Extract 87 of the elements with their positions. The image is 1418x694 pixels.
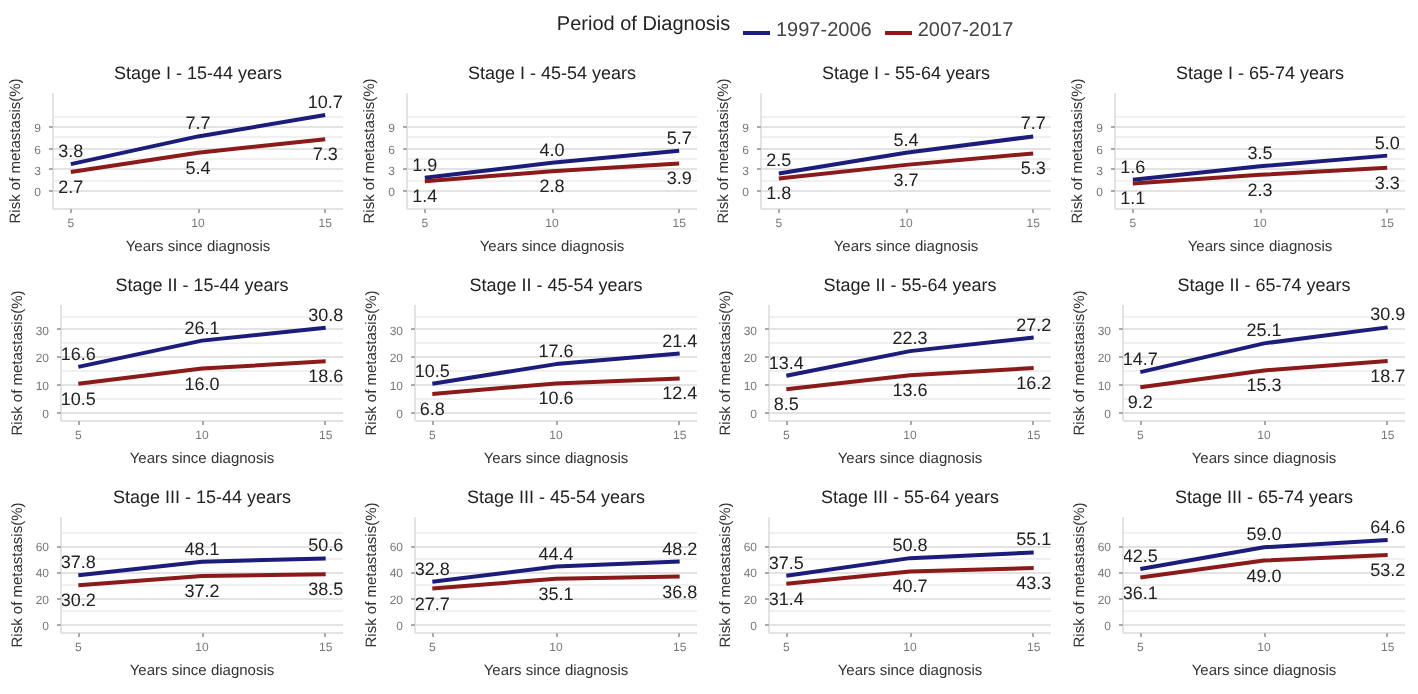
data-label: 53.2 xyxy=(1370,559,1406,580)
data-label: 13.4 xyxy=(768,352,804,373)
data-label: 22.3 xyxy=(892,328,928,349)
legend-label: 2007-2017 xyxy=(917,20,1014,42)
chart-title: Stage II - 65-74 years xyxy=(1177,275,1352,295)
chart-title: Stage I - 55-64 years xyxy=(821,63,992,83)
data-label: 21.4 xyxy=(662,330,698,351)
chart-title: Stage I - 15-44 years xyxy=(113,63,284,83)
data-label: 5.7 xyxy=(666,127,692,148)
data-label: 18.6 xyxy=(308,366,344,387)
data-label: 50.8 xyxy=(892,535,928,556)
data-label: 16.6 xyxy=(60,343,96,364)
data-label: 2.7 xyxy=(58,176,84,197)
chart-title: Stage III - 65-74 years xyxy=(1174,487,1355,507)
data-label: 16.0 xyxy=(184,373,220,394)
data-label: 55.1 xyxy=(1016,529,1052,550)
data-label: 31.4 xyxy=(768,588,804,609)
data-label: 5.4 xyxy=(893,129,919,150)
data-label: 5.3 xyxy=(1020,158,1046,179)
data-label: 27.7 xyxy=(414,593,450,614)
chart-title: Stage III - 45-54 years xyxy=(466,487,647,507)
data-label: 44.4 xyxy=(538,543,574,564)
data-label: 3.9 xyxy=(666,168,692,189)
data-label: 2.8 xyxy=(539,176,565,197)
legend-title: Period of Diagnosis xyxy=(556,14,731,36)
data-label: 37.8 xyxy=(60,552,96,573)
data-label: 10.6 xyxy=(538,388,574,409)
data-label: 14.7 xyxy=(1122,349,1158,370)
data-label: 37.5 xyxy=(768,552,804,573)
data-label: 18.7 xyxy=(1370,366,1406,387)
data-label: 32.8 xyxy=(414,558,450,579)
data-label: 16.2 xyxy=(1016,372,1052,393)
data-label: 48.1 xyxy=(184,538,220,559)
data-label: 4.0 xyxy=(539,139,565,160)
data-label: 43.3 xyxy=(1016,573,1052,594)
data-label: 30.2 xyxy=(60,590,96,611)
data-label: 1.4 xyxy=(412,186,438,207)
data-label: 50.6 xyxy=(308,535,344,556)
data-label: 48.2 xyxy=(662,538,698,559)
chart-title: Stage II - 15-44 years xyxy=(115,275,290,295)
data-label: 36.1 xyxy=(1122,582,1158,603)
data-label: 30.9 xyxy=(1370,304,1406,325)
data-label: 17.6 xyxy=(538,341,574,362)
chart-title: Stage II - 55-64 years xyxy=(823,275,998,295)
data-label: 12.4 xyxy=(662,383,698,404)
data-label: 38.5 xyxy=(308,579,344,600)
data-label: 2.5 xyxy=(766,150,792,171)
data-label: 27.2 xyxy=(1016,314,1052,335)
chart-title: Stage I - 45-54 years xyxy=(467,63,638,83)
data-label: 5.4 xyxy=(185,157,211,178)
chart-title: Stage III - 15-44 years xyxy=(112,487,293,507)
data-label: 7.3 xyxy=(312,144,338,165)
data-label: 40.7 xyxy=(892,576,928,597)
data-label: 42.5 xyxy=(1122,546,1158,567)
data-label: 8.5 xyxy=(773,394,799,415)
data-label: 36.8 xyxy=(662,581,698,602)
data-label: 10.7 xyxy=(307,92,343,113)
legend-label: 1997-2006 xyxy=(776,20,872,42)
data-label: 25.1 xyxy=(1246,320,1282,341)
chart-title: Stage III - 55-64 years xyxy=(820,487,1001,507)
data-label: 6.8 xyxy=(419,398,445,419)
data-label: 59.0 xyxy=(1246,524,1282,545)
data-label: 3.7 xyxy=(893,169,919,190)
chart-title: Stage II - 45-54 years xyxy=(469,275,644,295)
data-label: 3.3 xyxy=(1374,172,1400,193)
data-label: 1.9 xyxy=(412,154,438,175)
data-label: 2.3 xyxy=(1247,179,1273,200)
data-label: 37.2 xyxy=(184,581,220,602)
data-label: 7.7 xyxy=(185,113,211,134)
data-label: 49.0 xyxy=(1246,565,1282,586)
data-label: 1.8 xyxy=(766,183,792,204)
data-label: 26.1 xyxy=(184,317,220,338)
data-label: 64.6 xyxy=(1370,516,1406,537)
data-label: 13.6 xyxy=(892,380,928,401)
data-label: 3.5 xyxy=(1247,143,1273,164)
data-label: 3.8 xyxy=(58,141,84,162)
data-label: 15.3 xyxy=(1246,375,1282,396)
data-label: 10.5 xyxy=(60,388,96,409)
data-label: 35.1 xyxy=(538,583,574,604)
data-label: 9.2 xyxy=(1127,392,1153,413)
data-label: 1.6 xyxy=(1120,156,1146,177)
data-label: 5.0 xyxy=(1374,132,1400,153)
data-label: 1.1 xyxy=(1120,188,1146,209)
data-label: 10.5 xyxy=(414,360,450,381)
data-label: 30.8 xyxy=(308,304,344,325)
chart-title: Stage I - 65-74 years xyxy=(1175,63,1346,83)
data-label: 7.7 xyxy=(1020,113,1046,134)
